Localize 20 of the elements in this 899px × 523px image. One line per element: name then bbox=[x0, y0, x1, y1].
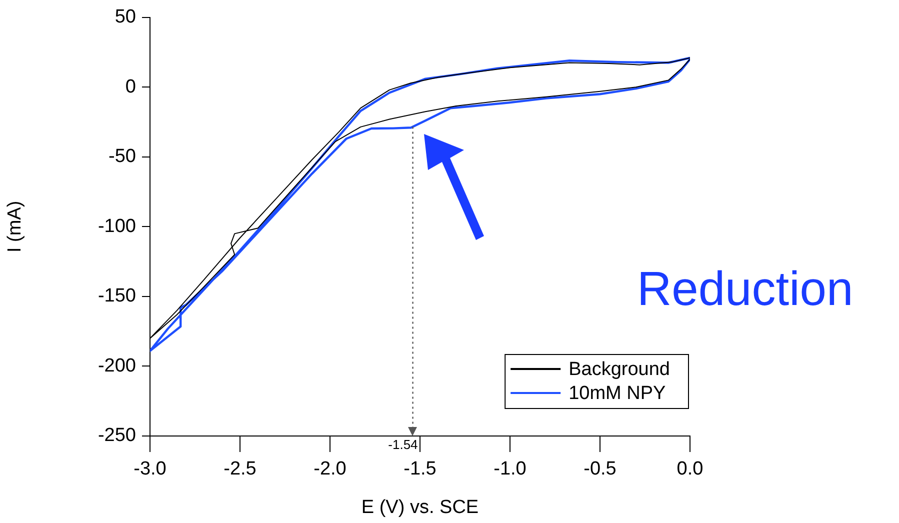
y-tick-label: -150 bbox=[98, 286, 136, 307]
y-tick-label: -100 bbox=[98, 216, 136, 237]
legend-label: 10mM NPY bbox=[568, 383, 666, 404]
x-tick-label: -3.0 bbox=[134, 458, 166, 480]
x-axis-title: E (V) vs. SCE bbox=[361, 496, 479, 518]
x-tick-label: -2.0 bbox=[314, 458, 346, 480]
y-tick-label: -200 bbox=[98, 355, 136, 376]
legend-label: Background bbox=[568, 359, 670, 380]
y-axis-title: I (mA) bbox=[4, 200, 26, 253]
x-tick-label: -2.5 bbox=[224, 458, 256, 480]
x-tick-label: -0.5 bbox=[584, 458, 616, 480]
annotation: Reduction bbox=[637, 262, 854, 317]
y-tick-label: -50 bbox=[108, 146, 136, 168]
y-tick-label: 50 bbox=[114, 6, 136, 28]
x-tick-label: -1.0 bbox=[494, 458, 526, 480]
y-tick-label: -250 bbox=[98, 425, 136, 446]
x-tick-label: -1.5 bbox=[404, 458, 436, 480]
x-tick-label: 0.0 bbox=[676, 458, 704, 480]
ref-line-label: -1.54 bbox=[388, 437, 418, 452]
y-tick-label: 0 bbox=[125, 76, 136, 98]
